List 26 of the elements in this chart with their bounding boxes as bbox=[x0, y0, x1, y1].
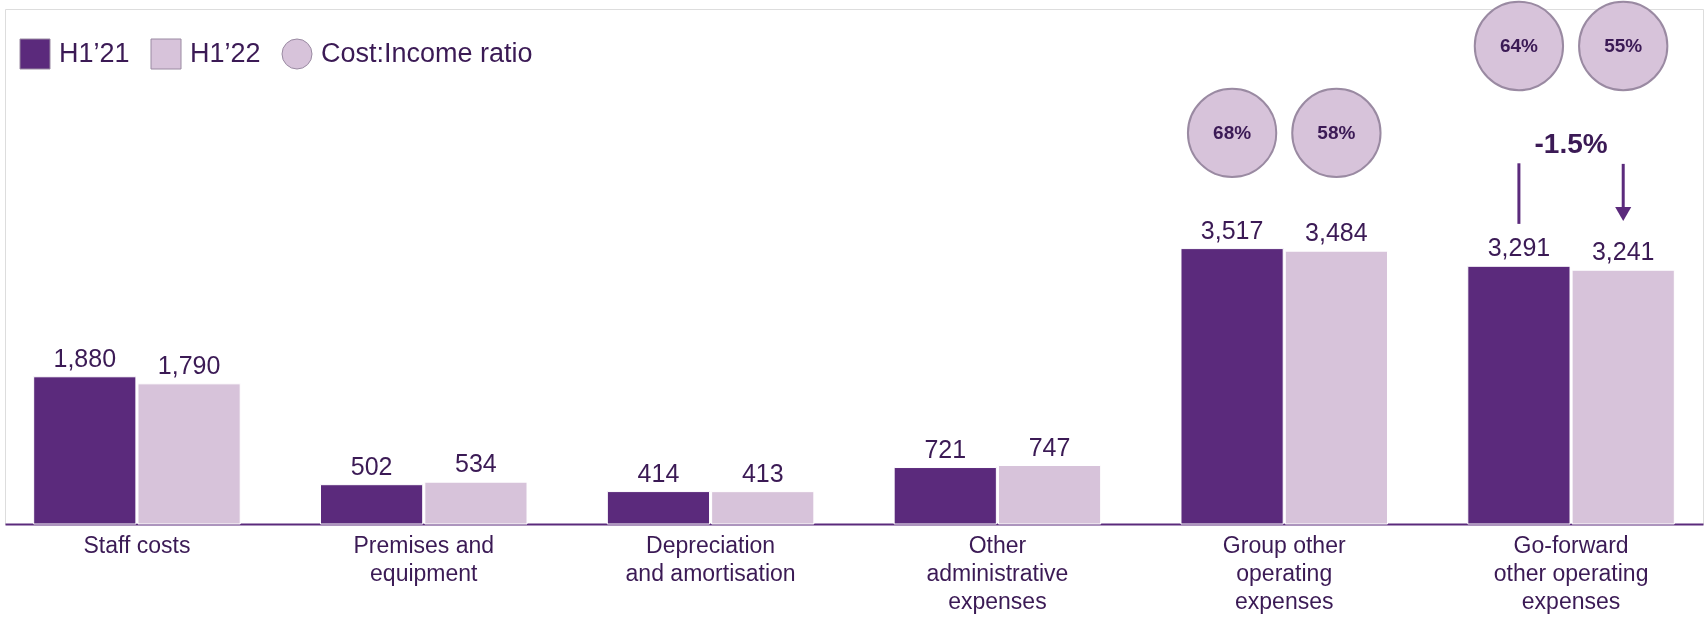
x-tick-label: Premises and equipment bbox=[353, 531, 495, 586]
text: 68% bbox=[1213, 121, 1252, 143]
legend-label: H1’22 bbox=[190, 38, 261, 68]
data-label: 3,291 bbox=[1487, 233, 1551, 262]
text: 55% bbox=[1604, 34, 1643, 56]
x-tick-label: Staff costs bbox=[83, 531, 191, 558]
data-label: 1,790 bbox=[157, 350, 221, 379]
data-label: 1,880 bbox=[53, 343, 117, 372]
data-label: 414 bbox=[637, 458, 680, 487]
data-label: 3,241 bbox=[1591, 237, 1655, 266]
text: 58% bbox=[1317, 121, 1356, 143]
data-label: 534 bbox=[455, 449, 497, 478]
data-label: 3,517 bbox=[1200, 215, 1264, 244]
x-tick-label: Other administrative expenses bbox=[926, 531, 1069, 614]
legend-label: H1’21 bbox=[59, 38, 130, 68]
x-tick-label: Go-forward other operating expenses bbox=[1493, 531, 1649, 614]
data-label: 721 bbox=[924, 434, 967, 463]
text: 64% bbox=[1499, 34, 1539, 56]
data-label: 413 bbox=[741, 458, 784, 487]
data-label: 502 bbox=[350, 451, 393, 480]
data-label: 3,484 bbox=[1305, 218, 1368, 247]
x-tick-label: Depreciation and amortisation bbox=[625, 531, 796, 586]
data-label: 747 bbox=[1028, 432, 1071, 461]
legend-label: Cost:Income ratio bbox=[321, 38, 533, 68]
text: -1.5% bbox=[1534, 128, 1608, 160]
x-tick-label: Group other operating expenses bbox=[1222, 531, 1346, 614]
